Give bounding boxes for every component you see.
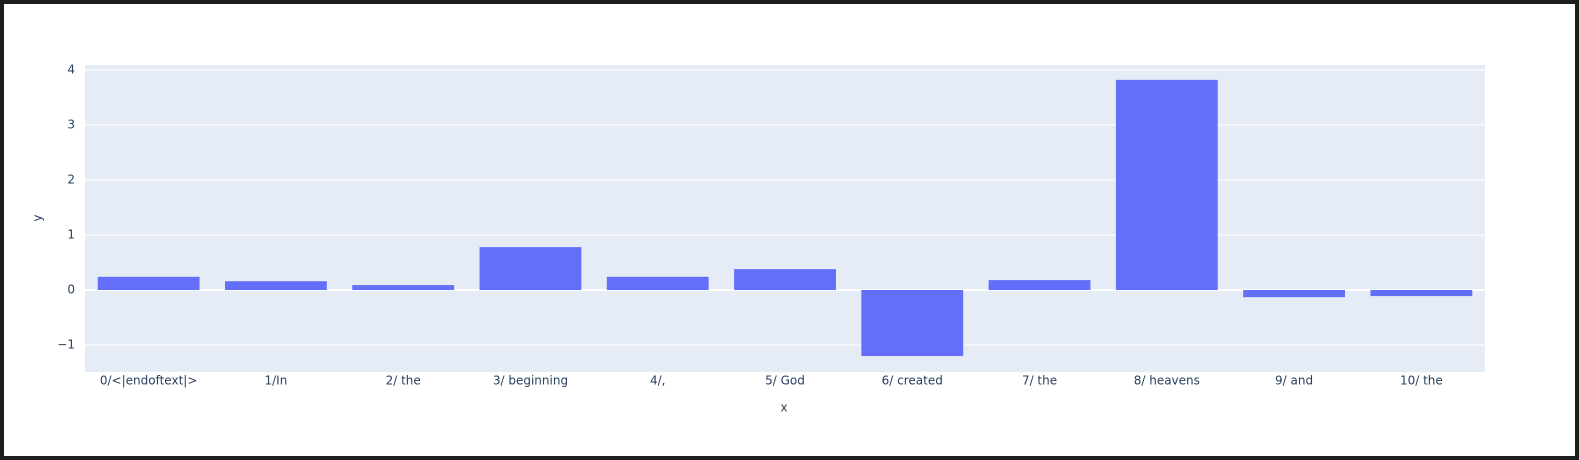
bar bbox=[988, 280, 1091, 291]
bar bbox=[225, 281, 327, 291]
bar bbox=[352, 285, 455, 291]
y-tick-label: 3 bbox=[67, 117, 75, 131]
bar bbox=[861, 290, 964, 357]
bar bbox=[1115, 79, 1218, 291]
y-tick-label: 2 bbox=[67, 172, 75, 186]
bar bbox=[606, 276, 709, 291]
x-tick-label: 10/ the bbox=[1400, 374, 1443, 388]
x-axis-title: x bbox=[780, 401, 787, 415]
x-tick-label: 9/ and bbox=[1275, 374, 1313, 388]
y-tick-label: 4 bbox=[67, 62, 75, 76]
x-tick-label: 5/ God bbox=[765, 374, 805, 388]
chart: x y −1 0 1 2 3 4 0/<|endoftext|> 1/In 2/ the 3/ b… bbox=[31, 62, 1485, 415]
x-tick-label: 2/ the bbox=[386, 374, 421, 388]
y-tick-label: −1 bbox=[57, 338, 75, 352]
page: x y −1 0 1 2 3 4 0/<|endoftext|> 1/In 2/ the 3/ b… bbox=[4, 4, 1575, 456]
x-tick-label: 6/ created bbox=[882, 374, 943, 388]
x-tick-label: 8/ heavens bbox=[1134, 374, 1200, 388]
x-tick-label: 4/, bbox=[650, 374, 666, 388]
x-tick-label: 7/ the bbox=[1022, 374, 1057, 388]
x-tick-label: 3/ beginning bbox=[493, 374, 568, 388]
x-tick-label: 0/<|endoftext|> bbox=[100, 374, 198, 388]
y-axis-title: y bbox=[31, 214, 45, 221]
bar bbox=[1243, 290, 1345, 298]
y-tick-label: 0 bbox=[67, 283, 75, 297]
y-tick-label: 1 bbox=[67, 228, 75, 242]
bar bbox=[1370, 290, 1473, 297]
bar bbox=[97, 276, 200, 291]
bar bbox=[479, 247, 582, 291]
plot-area bbox=[85, 65, 1485, 372]
x-tick-label: 1/In bbox=[264, 374, 287, 388]
bar bbox=[734, 269, 836, 291]
